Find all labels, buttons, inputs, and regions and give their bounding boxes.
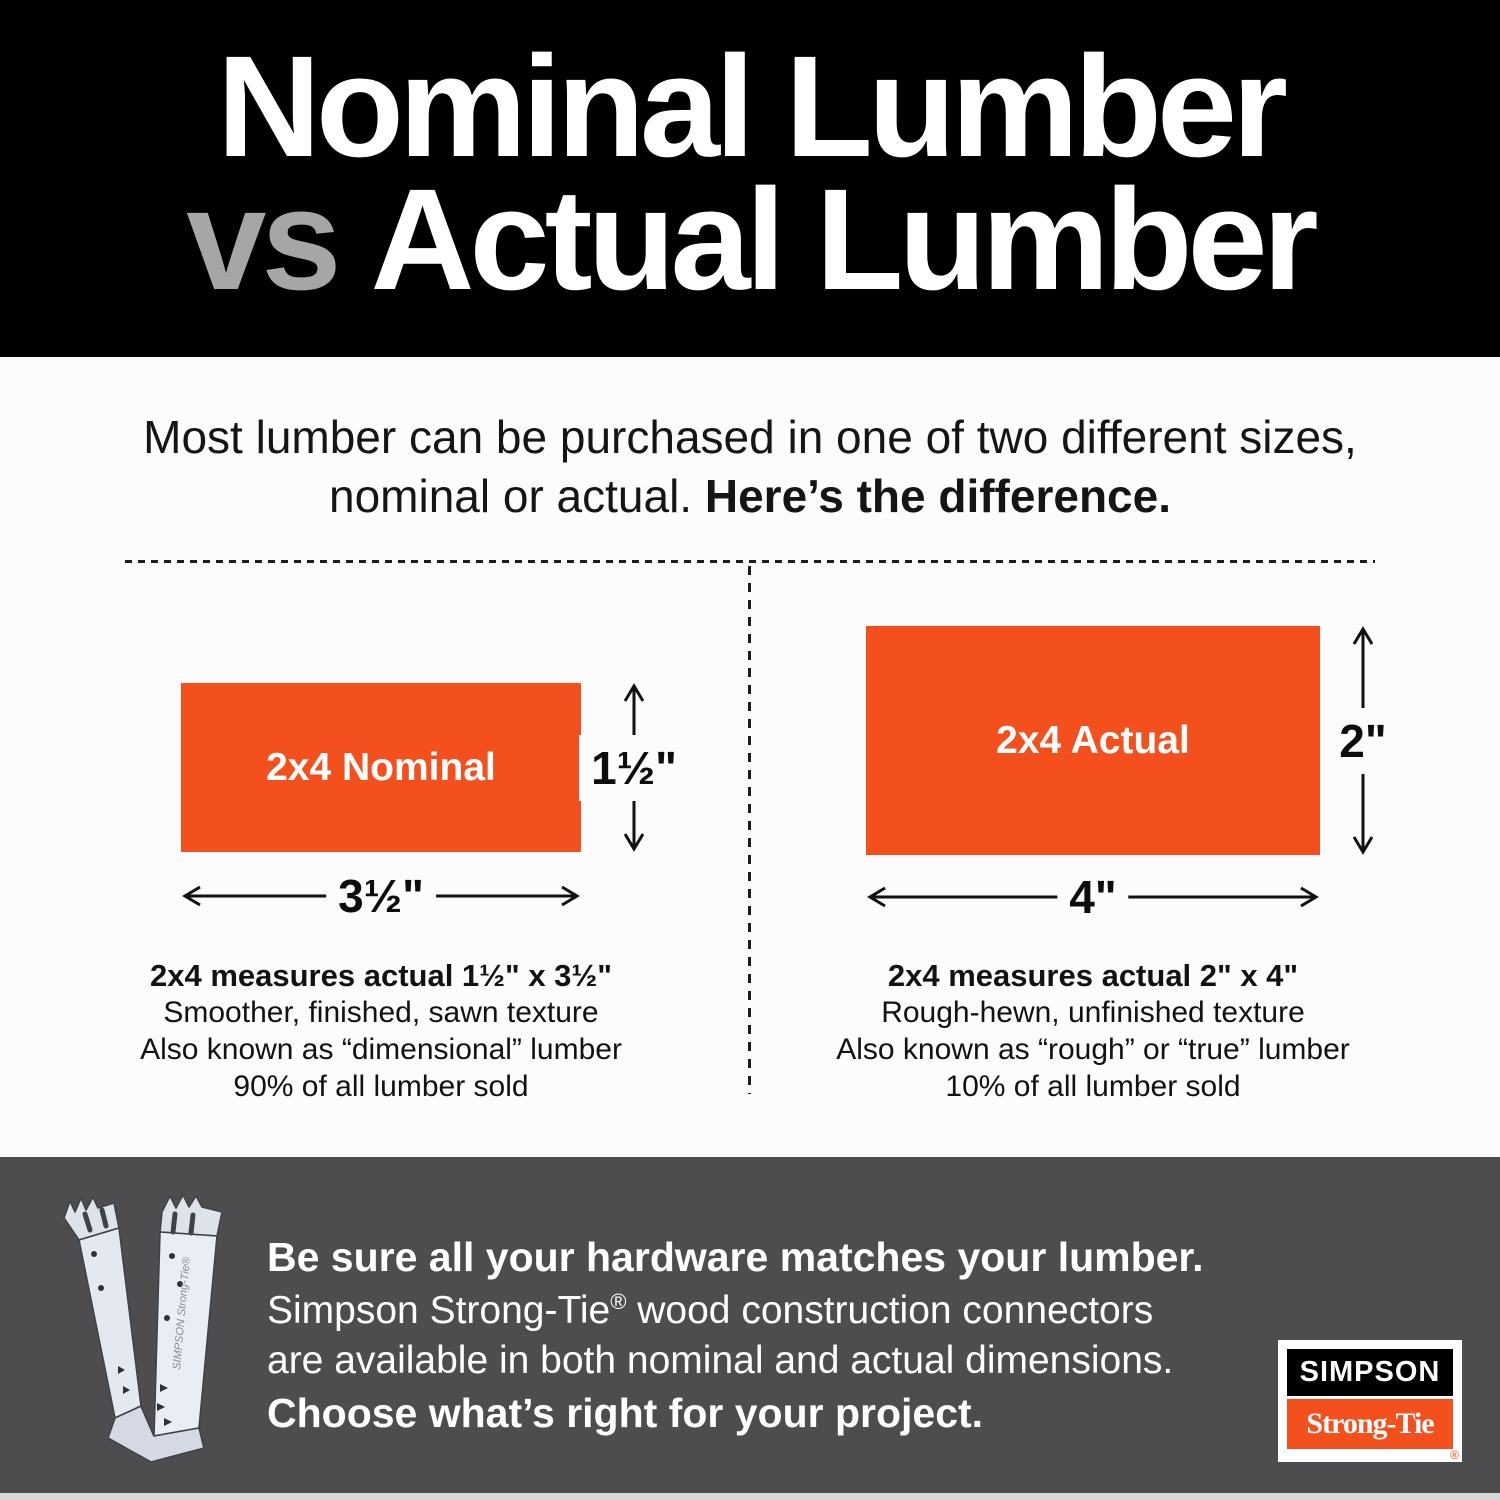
title-line1: Nominal Lumber: [216, 26, 1288, 187]
actual-fact-measures: 2x4 measures actual 2" x 4": [887, 958, 1299, 993]
nominal-fact-measures: 2x4 measures actual 1½" x 3½": [150, 958, 612, 993]
nominal-width-label: 3½": [326, 863, 436, 929]
vertical-dashed-divider: [748, 566, 751, 1094]
footer-headline: Be sure all your hardware matches your l…: [267, 1234, 1204, 1280]
intro-text: Most lumber can be purchased in one of t…: [0, 408, 1500, 526]
actual-height-label: 2": [1327, 707, 1399, 774]
logo-registered-mark: ®: [1450, 1448, 1459, 1462]
actual-board: 2x4 Actual: [866, 626, 1320, 855]
nominal-fact-share: 90% of all lumber sold: [233, 1070, 529, 1103]
footer-body-line2: are available in both nominal and actual…: [267, 1339, 1174, 1382]
logo-simpson-text: SIMPSON: [1299, 1356, 1441, 1388]
header-banner: Nominal Lumber vs Actual Lumber: [0, 0, 1500, 357]
actual-facts: 2x4 measures actual 2" x 4" Rough-hewn, …: [768, 957, 1418, 1105]
footer-body1-brand: Simpson Strong-Tie: [267, 1289, 611, 1332]
footer-banner: [0, 1157, 1500, 1493]
actual-height-arrow: 2": [1327, 626, 1399, 855]
joist-hanger-illustration: SIMPSON Strong-Tie®: [52, 1188, 247, 1475]
simpson-strongtie-logo: SIMPSON Strong-Tie ®: [1278, 1340, 1462, 1462]
page-title: Nominal Lumber vs Actual Lumber: [0, 0, 1500, 312]
nominal-height-arrow: 1½": [579, 683, 689, 852]
bottom-edge-strip: [0, 1493, 1500, 1500]
actual-fact-texture: Rough-hewn, unfinished texture: [881, 996, 1305, 1029]
actual-fact-share: 10% of all lumber sold: [945, 1070, 1241, 1103]
actual-width-label: 4": [1057, 864, 1129, 930]
intro-line1: Most lumber can be purchased in one of t…: [143, 411, 1357, 463]
intro-line2-bold: Here’s the difference.: [704, 470, 1171, 522]
nominal-fact-texture: Smoother, finished, sawn texture: [163, 996, 599, 1029]
title-vs: vs: [186, 159, 341, 320]
footer-cta: Choose what’s right for your project.: [267, 1390, 984, 1436]
horizontal-dashed-divider: [125, 560, 1375, 563]
logo-strongtie-text: Strong-Tie: [1306, 1407, 1434, 1440]
title-line2: vs Actual Lumber: [0, 168, 1500, 312]
title-line2-rest: Actual Lumber: [370, 159, 1319, 320]
actual-fact-alias: Also known as “rough” or “true” lumber: [836, 1033, 1350, 1066]
nominal-width-arrow: 3½": [181, 863, 581, 929]
nominal-facts: 2x4 measures actual 1½" x 3½" Smoother, …: [56, 957, 706, 1105]
logo-strongtie-block: Strong-Tie: [1287, 1399, 1453, 1449]
nominal-height-label: 1½": [579, 734, 689, 801]
registered-mark: ®: [610, 1289, 627, 1314]
nominal-fact-alias: Also known as “dimensional” lumber: [140, 1033, 622, 1066]
actual-board-label: 2x4 Actual: [996, 718, 1190, 762]
intro-line2: nominal or actual.: [328, 470, 705, 522]
actual-width-arrow: 4": [866, 864, 1320, 930]
nominal-board: 2x4 Nominal: [181, 683, 581, 852]
logo-simpson-block: SIMPSON: [1287, 1349, 1453, 1396]
nominal-board-label: 2x4 Nominal: [266, 745, 496, 789]
joist-hanger-icon: SIMPSON Strong-Tie®: [63, 1194, 223, 1463]
footer-body-line1: Simpson Strong-Tie® wood construction co…: [267, 1289, 1153, 1333]
footer-body1-rest: wood construction connectors: [626, 1289, 1154, 1332]
